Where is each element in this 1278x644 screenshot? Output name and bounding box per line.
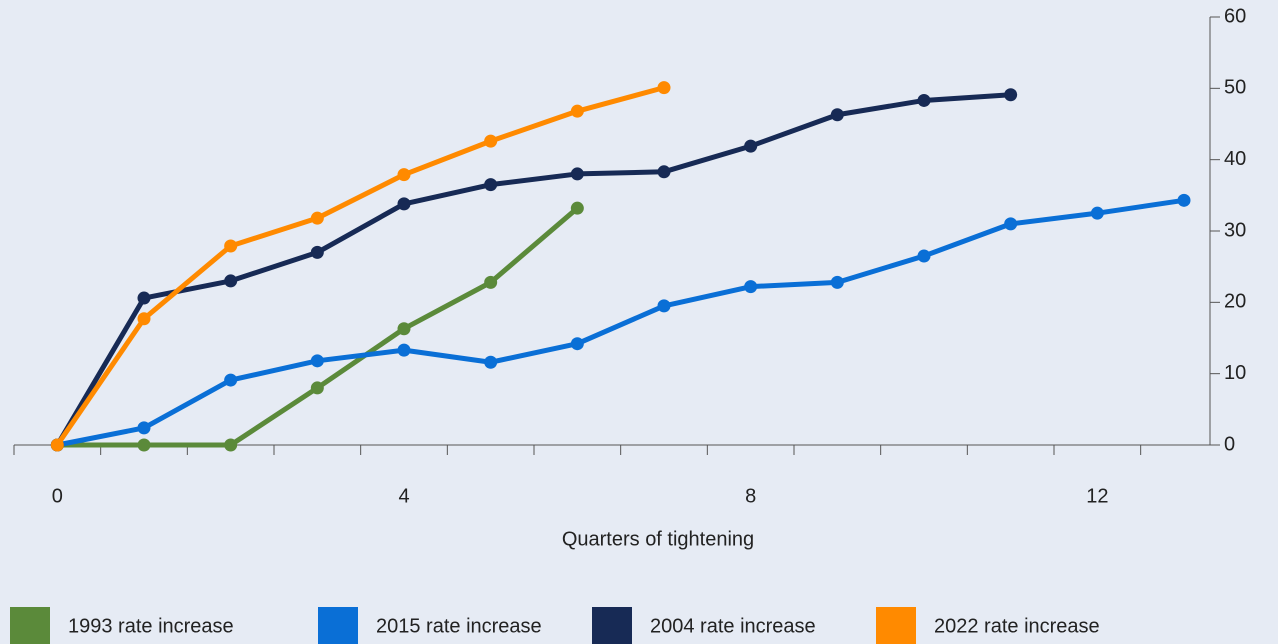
legend-swatch: [318, 607, 358, 644]
data-point: [744, 280, 758, 294]
y-tick-label: 30: [1224, 219, 1246, 241]
data-point: [657, 81, 671, 95]
x-axis-label: Quarters of tightening: [562, 528, 754, 550]
x-tick-label: 8: [745, 485, 756, 507]
data-point: [1177, 193, 1191, 207]
data-point: [570, 167, 584, 181]
legend-label: 1993 rate increase: [68, 615, 234, 637]
data-point: [310, 381, 324, 395]
series-line: [55, 92, 1011, 447]
series-line: [56, 197, 1185, 448]
data-point: [224, 239, 238, 253]
data-point: [830, 275, 844, 289]
data-point: [657, 165, 671, 179]
x-tick-label: 12: [1086, 485, 1108, 507]
data-point: [137, 312, 151, 326]
data-point: [744, 139, 758, 153]
series-line: [55, 85, 665, 447]
data-point: [397, 168, 411, 182]
data-point: [224, 438, 238, 452]
data-point: [1004, 88, 1018, 102]
data-point: [917, 93, 931, 107]
data-point: [484, 355, 498, 369]
data-point: [224, 274, 238, 288]
data-point: [570, 201, 584, 215]
legend-label: 2022 rate increase: [934, 615, 1100, 637]
y-tick-label: 40: [1224, 148, 1246, 170]
data-point: [50, 438, 64, 452]
y-tick-label: 60: [1224, 5, 1246, 27]
data-point: [570, 104, 584, 118]
legend-swatch: [876, 607, 916, 644]
data-point: [310, 211, 324, 225]
data-point: [310, 354, 324, 368]
data-point: [137, 438, 151, 452]
data-point: [657, 299, 671, 313]
y-tick-label: 10: [1224, 362, 1246, 384]
data-point: [830, 108, 844, 122]
data-point: [397, 197, 411, 211]
data-point: [917, 249, 931, 263]
data-point: [1090, 206, 1104, 220]
y-tick-label: 50: [1224, 77, 1246, 99]
legend-swatch: [592, 607, 632, 644]
data-point: [397, 322, 411, 336]
y-tick-label: 20: [1224, 291, 1246, 313]
data-point: [570, 337, 584, 351]
data-point: [484, 134, 498, 148]
data-point: [224, 373, 238, 387]
data-point: [137, 291, 151, 305]
data-point: [397, 343, 411, 357]
legend-label: 2015 rate increase: [376, 615, 542, 637]
legend-swatch: [10, 607, 50, 644]
x-tick-label: 0: [52, 485, 63, 507]
data-point: [310, 245, 324, 259]
data-point: [1004, 217, 1018, 231]
data-point: [484, 178, 498, 192]
data-point: [484, 275, 498, 289]
legend-label: 2004 rate increase: [650, 615, 816, 637]
x-tick-label: 4: [398, 485, 409, 507]
data-point: [137, 421, 151, 435]
y-tick-label: 0: [1224, 433, 1235, 455]
